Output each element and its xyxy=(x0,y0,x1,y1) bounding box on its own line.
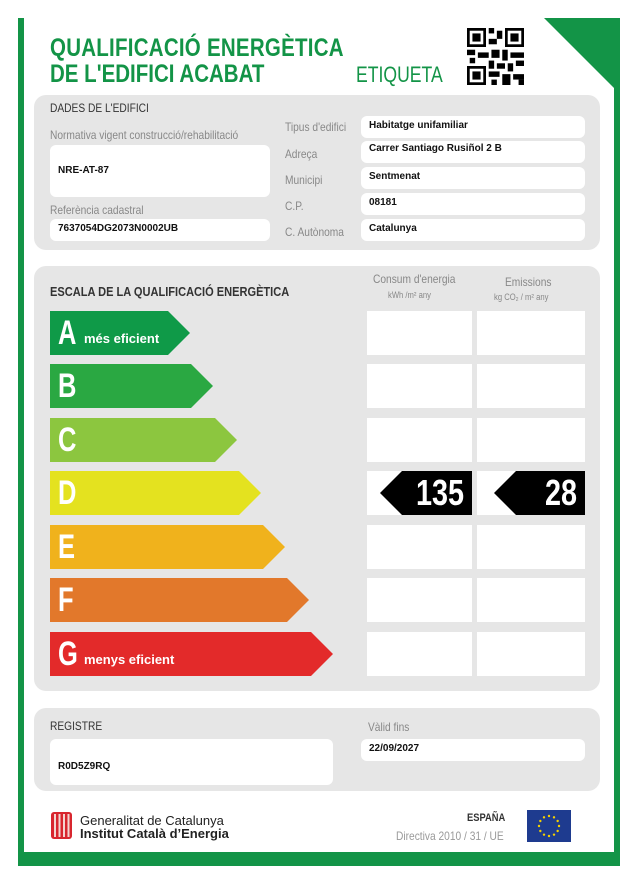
emissions-cell xyxy=(477,364,585,408)
emissions-indicator: 28 xyxy=(494,471,585,515)
org-name-1: Generalitat de Catalunya xyxy=(80,813,224,828)
eu-star xyxy=(556,829,559,833)
rating-letter: A xyxy=(58,313,77,352)
emissions-cell xyxy=(477,578,585,622)
consumption-cell xyxy=(367,311,472,355)
generalitat-logo-icon xyxy=(51,812,72,839)
eu-star xyxy=(547,814,551,818)
consumption-unit: kWh /m² any xyxy=(388,290,431,300)
cadastral-label: Referència cadastral xyxy=(50,203,144,217)
org-name-2: Institut Català d’Energia xyxy=(80,826,229,841)
normativa-value: NRE-AT-87 xyxy=(50,145,270,197)
country-label: ESPAÑA xyxy=(467,812,506,824)
eu-flag-icon xyxy=(527,810,571,842)
consumption-cell xyxy=(367,578,472,622)
cadastral-value: 7637054DG2073N0002UB xyxy=(50,219,270,241)
title-line2: DE L'EDIFICI ACABAT xyxy=(50,60,265,88)
field-value: Sentmenat xyxy=(361,167,585,189)
valid-value: 22/09/2027 xyxy=(361,739,585,761)
eu-star xyxy=(547,834,551,838)
rating-letter: D xyxy=(58,473,77,512)
field-value: Habitatge unifamiliar xyxy=(361,116,585,138)
eu-star xyxy=(542,816,546,819)
qr-code-icon xyxy=(467,28,524,85)
rating-sublabel: més eficient xyxy=(84,330,160,346)
emissions-cell xyxy=(477,418,585,462)
consumption-header: Consum d'energia xyxy=(373,272,456,286)
etiqueta-label: ETIQUETA xyxy=(356,62,443,87)
rating-letter: F xyxy=(58,580,74,619)
field-label: C.P. xyxy=(285,199,304,213)
emissions-unit: kg CO₂ / m² any xyxy=(494,292,549,302)
emissions-header: Emissions xyxy=(505,275,552,289)
field-value: Catalunya xyxy=(361,219,585,241)
scale-section-title: ESCALA DE LA QUALIFICACIÓ ENERGÈTICA xyxy=(50,284,290,299)
rating-bar-f: F xyxy=(50,578,309,622)
field-label: Adreça xyxy=(285,147,318,161)
consumption-indicator: 135 xyxy=(380,471,472,515)
eu-star xyxy=(557,824,561,828)
rating-sublabel: menys eficient xyxy=(84,651,175,667)
eu-star xyxy=(542,833,546,836)
field-value: 08181 xyxy=(361,193,585,215)
eu-star xyxy=(556,819,559,823)
consumption-cell xyxy=(367,364,472,408)
emissions-cell xyxy=(477,311,585,355)
rating-bar-c: C xyxy=(50,418,237,462)
rating-letter: E xyxy=(58,527,76,566)
building-section-title: DADES DE L'EDIFICI xyxy=(50,101,149,115)
emissions-cell xyxy=(477,632,585,676)
registry-value: R0D5Z9RQ xyxy=(50,739,333,785)
field-label: C. Autònoma xyxy=(285,225,344,239)
eu-star xyxy=(552,816,556,819)
eu-star xyxy=(537,824,541,828)
consumption-cell xyxy=(367,525,472,569)
consumption-cell xyxy=(367,632,472,676)
field-label: Tipus d'edifici xyxy=(285,120,347,134)
eu-star xyxy=(539,829,542,833)
directive-label: Directiva 2010 / 31 / UE xyxy=(396,829,504,843)
rating-bar-e: E xyxy=(50,525,285,569)
rating-bar-b: B xyxy=(50,364,213,408)
registry-title: REGISTRE xyxy=(50,719,103,733)
title-line1: QUALIFICACIÓ ENERGÈTICA xyxy=(50,34,344,62)
eu-star xyxy=(539,819,542,823)
consumption-cell xyxy=(367,418,472,462)
emissions-cell xyxy=(477,525,585,569)
field-label: Municipi xyxy=(285,173,323,187)
field-value: Carrer Santiago Rusiñol 2 B xyxy=(361,141,585,163)
rating-letter: G xyxy=(58,634,78,673)
rating-letter: B xyxy=(58,366,77,405)
normativa-label: Normativa vigent construcció/rehabilitac… xyxy=(50,128,239,142)
eu-star xyxy=(552,833,556,836)
valid-label: Vàlid fins xyxy=(368,720,410,734)
rating-bar-d: D xyxy=(50,471,261,515)
rating-letter: C xyxy=(58,420,77,459)
